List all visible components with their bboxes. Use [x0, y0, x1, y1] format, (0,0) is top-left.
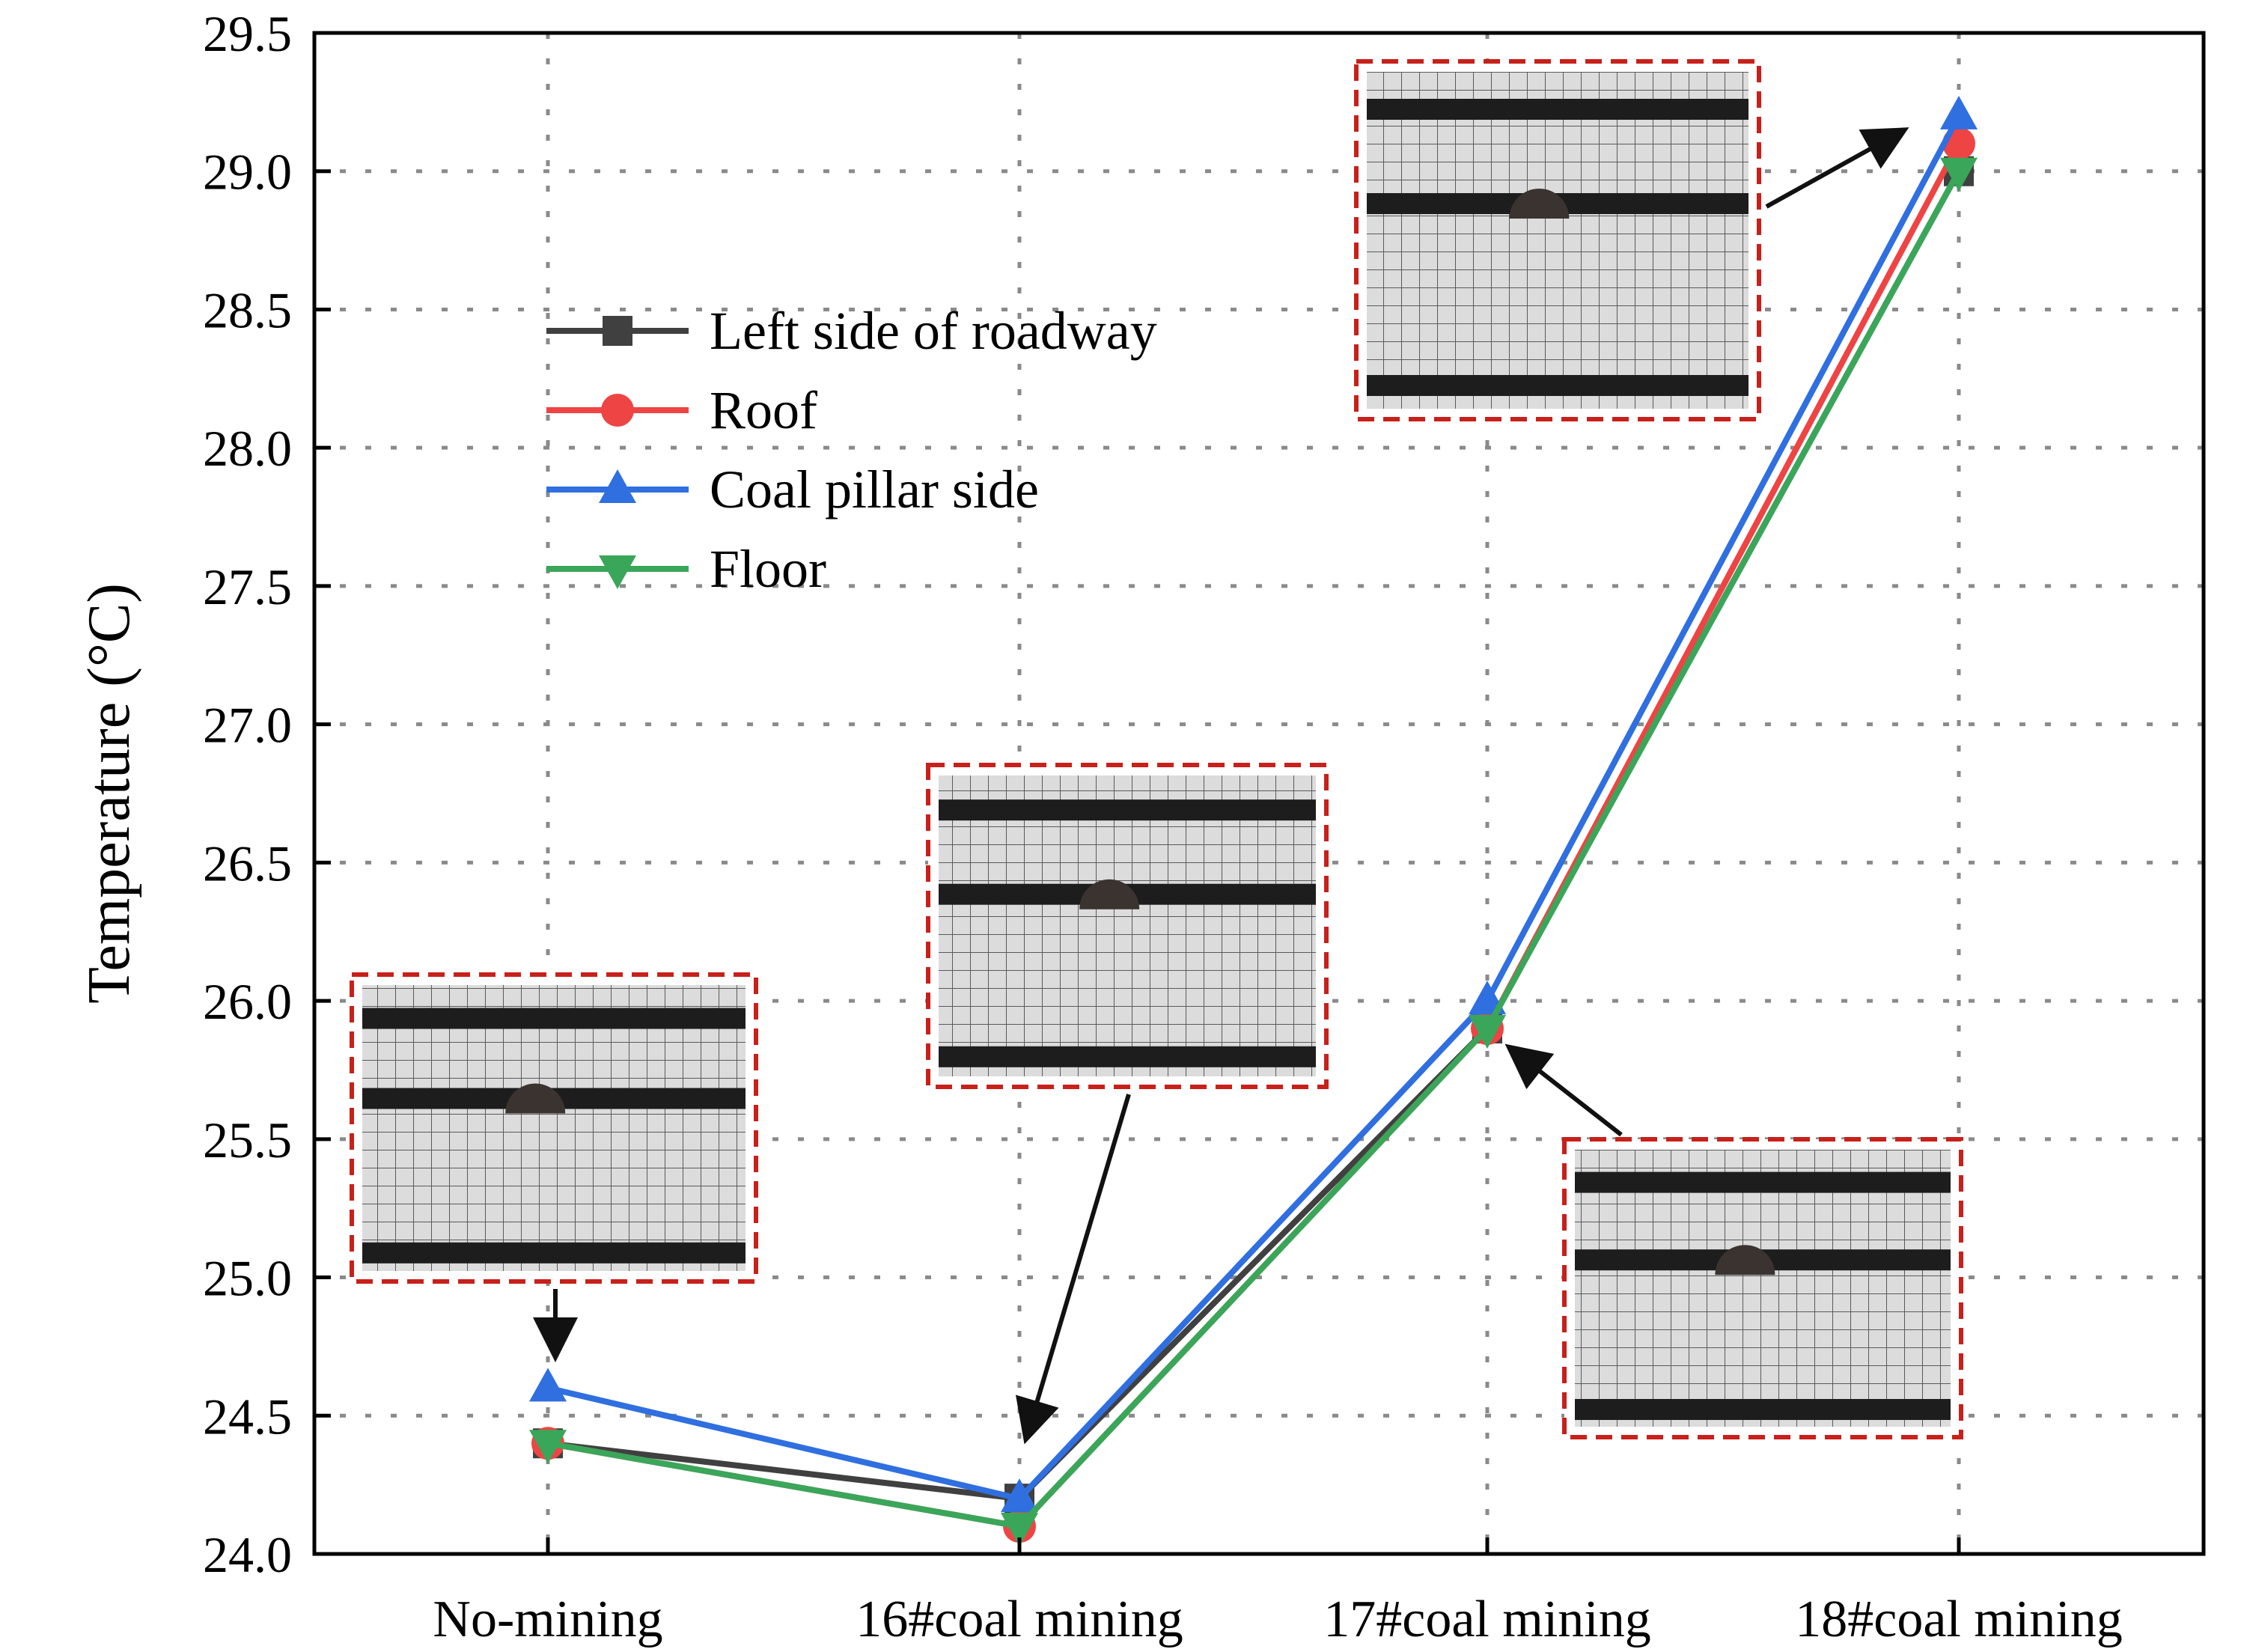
data-point [529, 1430, 567, 1464]
inset-photos [350, 59, 1963, 1445]
y-tick-label: 26.5 [203, 835, 292, 891]
photo-mesh [1367, 72, 1748, 409]
coal-seam-band [939, 1046, 1316, 1067]
series-line [547, 114, 1962, 1502]
inset-border [926, 763, 1329, 1089]
y-tick-label: 26.0 [203, 973, 292, 1030]
coal-seam-band [1575, 1399, 1951, 1420]
y-tick-label: 24.0 [203, 1526, 292, 1583]
series-line [547, 169, 1962, 1530]
y-tick-label: 24.5 [203, 1388, 292, 1445]
y-tick-label: 25.5 [203, 1112, 292, 1168]
legend: Left side of roadway Roof Coal pillar side… [546, 301, 1157, 599]
annotation-arrow [1504, 1043, 1623, 1137]
data-point [1940, 157, 1978, 192]
data-point [1469, 1015, 1506, 1049]
y-tick-label: 28.5 [203, 281, 292, 338]
roadway-opening [505, 1083, 566, 1114]
coal-seam-band [939, 799, 1316, 821]
data-point [1940, 95, 1978, 129]
inset-photo-1 [350, 972, 758, 1362]
legend-marker [601, 394, 634, 427]
legend-label: Roof [710, 380, 817, 440]
y-tick-label: 28.0 [203, 420, 292, 477]
annotation-arrow [1015, 1094, 1131, 1445]
y-tick-label: 27.5 [203, 558, 292, 615]
annotation-arrow [1765, 127, 1909, 209]
plot-frame [312, 31, 2206, 1556]
roadway-opening [1509, 189, 1570, 219]
y-tick-label: 29.0 [203, 144, 292, 201]
x-tick-label: 18#coal mining [1795, 1591, 2122, 1648]
photo-mesh [1575, 1150, 1951, 1427]
inset-photo-4 [1354, 59, 1909, 421]
coal-seam-band [1367, 375, 1748, 396]
y-tick-label: 29.5 [203, 5, 292, 62]
y-tick-label: 25.0 [203, 1250, 292, 1307]
inset-photo-2 [926, 763, 1329, 1445]
roadway-opening [1079, 879, 1140, 909]
legend-label: Floor [710, 539, 826, 599]
x-tick-label: No-mining [433, 1591, 662, 1648]
coal-seam-band [1575, 1171, 1951, 1193]
data-series [529, 95, 1978, 1547]
coal-seam-band [1367, 99, 1748, 120]
x-tick-label: 17#coal mining [1323, 1591, 1650, 1648]
data-point [1001, 1478, 1038, 1513]
x-tick-label: 16#coal mining [856, 1591, 1183, 1648]
coal-seam-band [362, 1008, 746, 1029]
series-3 [529, 157, 1978, 1547]
photo-mesh [362, 985, 746, 1271]
legend-label: Coal pillar side [710, 460, 1039, 519]
inset-photo-3 [1504, 1043, 1963, 1439]
legend-item: Left side of roadway [546, 301, 1157, 361]
legend-marker [603, 316, 632, 346]
roadway-opening [1715, 1245, 1775, 1275]
data-point [1001, 1513, 1038, 1547]
legend-marker [599, 469, 636, 503]
photo-mesh [939, 775, 1316, 1076]
axes: 24.0 24.5 25.0 25.5 26.0 26.5 27.0 27.5 28.0 28.5… [203, 5, 2123, 1648]
coal-seam-band [362, 1242, 746, 1264]
inset-border [1562, 1137, 1963, 1439]
legend-item: Floor [546, 539, 826, 599]
legend-item: Roof [546, 380, 817, 440]
legend-item: Coal pillar side [546, 460, 1039, 519]
y-axis-label: Temperature (°C) [76, 583, 142, 1004]
legend-label: Left side of roadway [710, 301, 1157, 361]
y-tick-label: 27.0 [203, 697, 292, 754]
legend-marker [599, 555, 636, 589]
data-point [529, 1368, 567, 1402]
